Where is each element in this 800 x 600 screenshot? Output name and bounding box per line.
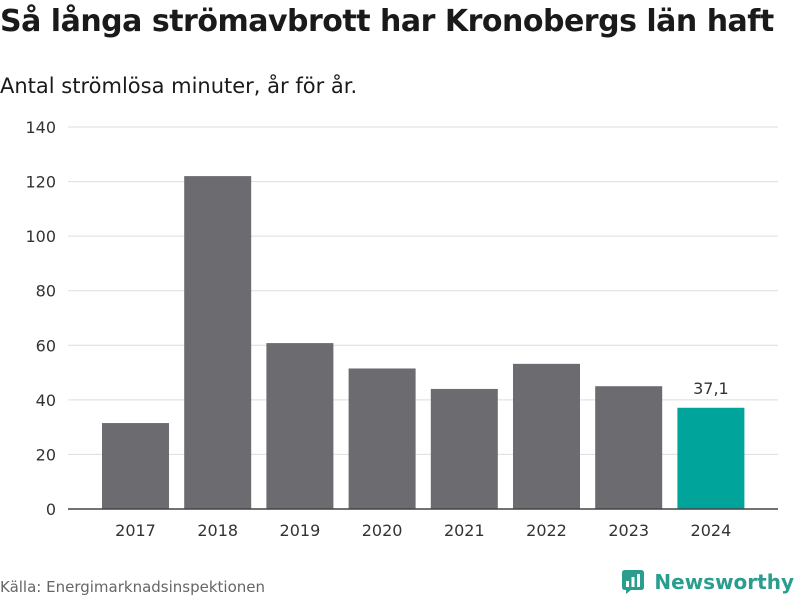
bar-2020 bbox=[348, 368, 416, 509]
y-tick-label: 100 bbox=[25, 227, 56, 246]
y-tick-label: 80 bbox=[36, 282, 56, 301]
y-tick-label: 40 bbox=[36, 391, 56, 410]
bar-2017 bbox=[102, 423, 169, 509]
y-axis-ticks: 0 20 40 60 80 100 120 140 bbox=[25, 118, 56, 519]
y-tick-label: 140 bbox=[25, 118, 56, 137]
data-label: 37,1 bbox=[693, 379, 729, 398]
y-tick-label: 20 bbox=[36, 445, 56, 464]
x-tick-label: 2019 bbox=[280, 521, 321, 540]
source-note: Källa: Energimarknadsinspektionen bbox=[0, 578, 266, 596]
x-tick-label: 2024 bbox=[691, 521, 732, 540]
y-tick-label: 120 bbox=[25, 173, 56, 192]
x-tick-label: 2021 bbox=[444, 521, 485, 540]
bar-2019 bbox=[266, 343, 334, 509]
x-tick-label: 2017 bbox=[115, 521, 156, 540]
chart-title: Så långa strömavbrott har Kronobergs län… bbox=[0, 4, 774, 39]
chart-subtitle: Antal strömlösa minuter, år för år. bbox=[0, 74, 358, 98]
bars bbox=[102, 176, 745, 509]
bar-2023 bbox=[595, 386, 663, 509]
brand-logo: Newsworthy bbox=[620, 569, 794, 595]
x-tick-label: 2022 bbox=[526, 521, 567, 540]
x-tick-label: 2018 bbox=[197, 521, 238, 540]
data-labels: 37,1 bbox=[693, 379, 729, 398]
newsworthy-logo-icon bbox=[622, 570, 645, 594]
x-tick-label: 2020 bbox=[362, 521, 403, 540]
gridlines bbox=[68, 126, 778, 455]
bar-2024 bbox=[677, 407, 745, 509]
y-tick-label: 0 bbox=[46, 500, 56, 519]
x-axis-ticks: 2017 2018 2019 2020 2021 2022 2023 2024 bbox=[115, 521, 731, 540]
bar-2018 bbox=[184, 176, 252, 509]
x-tick-label: 2023 bbox=[608, 521, 649, 540]
bar-2021 bbox=[430, 388, 498, 509]
brand-name: Newsworthy bbox=[654, 570, 794, 594]
bar-2022 bbox=[513, 363, 580, 509]
y-tick-label: 60 bbox=[36, 336, 56, 355]
